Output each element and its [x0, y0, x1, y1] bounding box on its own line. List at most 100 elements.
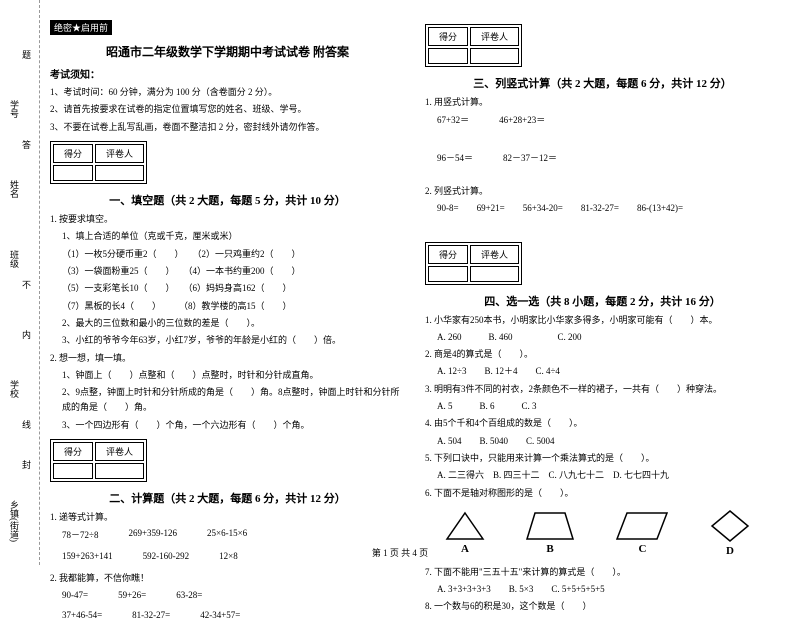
- bind-l5: 内: [20, 330, 33, 339]
- q1b: 2、最大的三位数和最小的三位数的差是（ ）。: [62, 316, 405, 331]
- bind-l4: 学校: [8, 380, 21, 398]
- e4a: 90-47=: [62, 590, 88, 600]
- parallelogram-icon: [615, 511, 670, 541]
- e3a: 78－72÷8: [62, 528, 98, 541]
- e4c: 63-28=: [176, 590, 202, 600]
- q13: 7. 下面不能用"三五十五"来计算的算式是（ ）。: [425, 565, 780, 580]
- exam-title: 昭通市二年级数学下学期期中考试试卷 附答案: [50, 43, 405, 60]
- q12: 6. 下面不是轴对称图形的是（ ）。: [425, 486, 780, 501]
- q1a7: （7）黑板的长4（ ）: [62, 301, 157, 311]
- section-1-title: 一、填空题（共 2 大题，每题 5 分，共计 10 分）: [50, 192, 405, 208]
- q11: 5. 下列口诀中，只能用来计算一个乘法算式的是（ ）。: [425, 451, 780, 466]
- e3b: 269+359-126: [128, 528, 177, 541]
- e5d: 82－37－12＝: [503, 151, 557, 164]
- score-a4: 得分: [428, 245, 468, 264]
- expr-row-1: 78－72÷8 269+359-126 25×6-15×6: [62, 528, 405, 541]
- expr-row-7: 90-8= 69+21= 56+34-20= 81-32-27= 86-(13+42)=: [437, 203, 780, 213]
- q1a4: （4）一本书约重200（ ）: [188, 266, 301, 276]
- e5c: 96－54＝: [437, 151, 473, 164]
- bind-l1: 乡镇(街道): [8, 500, 21, 542]
- q10: 4. 由5个千和4个百组成的数是（ ）。: [425, 416, 780, 431]
- score-b3: 评卷人: [470, 27, 519, 46]
- q1a5: （5）一支彩笔长10（ ）: [62, 283, 170, 293]
- q7o: A. 260 B. 460 C. 200: [437, 330, 780, 345]
- e4d: 37+46-54=: [62, 610, 102, 620]
- q1a2: （2）一只鸡重约2（ ）: [197, 249, 301, 259]
- section-2-title: 二、计算题（共 2 大题，每题 6 分，共计 12 分）: [50, 490, 405, 506]
- q3: 1. 递等式计算。: [50, 510, 405, 525]
- e6a: 90-8=: [437, 203, 459, 213]
- q11o: A. 二三得六 B. 四三十二 C. 八九七十二 D. 七七四十九: [437, 468, 780, 483]
- q1a6: （6）妈妈身高162（ ）: [188, 283, 292, 293]
- score-box-2: 得分评卷人: [50, 439, 147, 482]
- q5: 1. 用竖式计算。: [425, 95, 780, 110]
- page-footer: 第 1 页 共 4 页: [0, 546, 800, 559]
- score-a3: 得分: [428, 27, 468, 46]
- q1row3: （5）一支彩笔长10（ ） （6）妈妈身高162（ ）: [62, 281, 405, 296]
- bind-l11: 题: [20, 50, 33, 59]
- e6c: 56+34-20=: [523, 203, 563, 213]
- section-3-title: 三、列竖式计算（共 2 大题，每题 6 分，共计 12 分）: [425, 75, 780, 91]
- bind-l6: 不: [20, 280, 33, 289]
- q1row4: （7）黑板的长4（ ） （8）教学楼的高15（ ）: [62, 299, 405, 314]
- q8: 2. 商是4的算式是（ ）。: [425, 347, 780, 362]
- q2: 2. 想一想，填一填。: [50, 351, 405, 366]
- score-b: 评卷人: [95, 144, 144, 163]
- notice-3: 3、不要在试卷上乱写乱画，卷面不整洁扣 2 分，密封线外请勿作答。: [50, 120, 405, 134]
- q1a: 1、填上合适的单位（克或千克，厘米或米）: [62, 229, 405, 244]
- e6e: 86-(13+42)=: [637, 203, 683, 213]
- q6: 2. 列竖式计算。: [425, 184, 780, 199]
- e4f: 42-34+57=: [200, 610, 240, 620]
- notice-1: 1、考试时间：60 分钟，满分为 100 分（含卷面分 2 分）。: [50, 85, 405, 99]
- trapezoid-icon: [525, 511, 575, 541]
- e5a: 67+32＝: [437, 113, 469, 126]
- expr-row-3: 90-47= 59+26= 63-28=: [62, 590, 405, 600]
- e5b: 46+28+23＝: [499, 113, 545, 126]
- score-box-4: 得分评卷人: [425, 242, 522, 285]
- q10o: A. 504 B. 5040 C. 5004: [437, 434, 780, 449]
- left-column: 绝密★启用前 昭通市二年级数学下学期期中考试试卷 附答案 考试须知： 1、考试时…: [40, 20, 415, 630]
- right-column: 得分评卷人 三、列竖式计算（共 2 大题，每题 6 分，共计 12 分） 1. …: [415, 20, 790, 630]
- q4: 2. 我都能算，不信你瞧！: [50, 571, 405, 586]
- binding-margin: 乡镇(街道) 封 线 学校 内 不 班级 姓名 答 学号 题: [0, 0, 40, 565]
- q1row2: （3）一袋面粉重25（ ） （4）一本书约重200（ ）: [62, 264, 405, 279]
- e6d: 81-32-27=: [581, 203, 619, 213]
- expr-row-6: 96－54＝ 82－37－12＝: [437, 151, 780, 164]
- e4e: 81-32-27=: [132, 610, 170, 620]
- q8o: A. 12÷3 B. 12＋4 C. 4÷4: [437, 364, 780, 379]
- page-content: 绝密★启用前 昭通市二年级数学下学期期中考试试卷 附答案 考试须知： 1、考试时…: [0, 0, 800, 640]
- bind-l3: 线: [20, 420, 33, 429]
- e4b: 59+26=: [118, 590, 146, 600]
- q9: 3. 明明有3件不同的衬衣，2条颜色不一样的裙子，一共有（ ）种穿法。: [425, 382, 780, 397]
- bind-l7: 班级: [8, 250, 21, 268]
- score-b2: 评卷人: [95, 442, 144, 461]
- bind-l10: 学号: [8, 100, 21, 118]
- diamond-icon: [710, 509, 750, 543]
- q1row1: （1）一枚5分硬币重2（ ） （2）一只鸡重约2（ ）: [62, 247, 405, 262]
- bind-l8: 姓名: [8, 180, 21, 198]
- score-a2: 得分: [53, 442, 93, 461]
- section-4-title: 四、选一选（共 8 小题，每题 2 分，共计 16 分）: [425, 293, 780, 309]
- notice-2: 2、请首先按要求在试卷的指定位置填写您的姓名、班级、学号。: [50, 102, 405, 116]
- q1a1: （1）一枚5分硬币重2（ ）: [62, 249, 179, 259]
- triangle-icon: [445, 511, 485, 541]
- q2c: 3、一个四边形有（ ）个角，一个六边形有（ ）个角。: [62, 418, 405, 433]
- q1a8: （8）教学楼的高15（ ）: [184, 301, 292, 311]
- q9o: A. 5 B. 6 C. 3: [437, 399, 780, 414]
- notice-head: 考试须知：: [50, 66, 405, 81]
- score-box-3: 得分评卷人: [425, 24, 522, 67]
- e3c: 25×6-15×6: [207, 528, 247, 541]
- q7: 1. 小华家有250本书，小明家比小华家多得多，小明家可能有（ ）本。: [425, 313, 780, 328]
- confidential-stamp: 绝密★启用前: [50, 20, 112, 35]
- q1c: 3、小红的爷爷今年63岁，小红7岁，爷爷的年龄是小红的（ ）倍。: [62, 333, 405, 348]
- q2a: 1、钟面上（ ）点整和（ ）点整时，时针和分针成直角。: [62, 368, 405, 383]
- score-b4: 评卷人: [470, 245, 519, 264]
- score-box-1: 得分评卷人: [50, 141, 147, 184]
- bind-l9: 答: [20, 140, 33, 149]
- q13o: A. 3+3+3+3+3 B. 5×3 C. 5+5+5+5+5: [437, 582, 780, 597]
- bind-l2: 封: [20, 460, 33, 469]
- expr-row-4: 37+46-54= 81-32-27= 42-34+57=: [62, 610, 405, 620]
- q1a3: （3）一袋面粉重25（ ）: [62, 266, 170, 276]
- e6b: 69+21=: [477, 203, 505, 213]
- q14: 8. 一个数与6的积是30，这个数是（ ）: [425, 599, 780, 614]
